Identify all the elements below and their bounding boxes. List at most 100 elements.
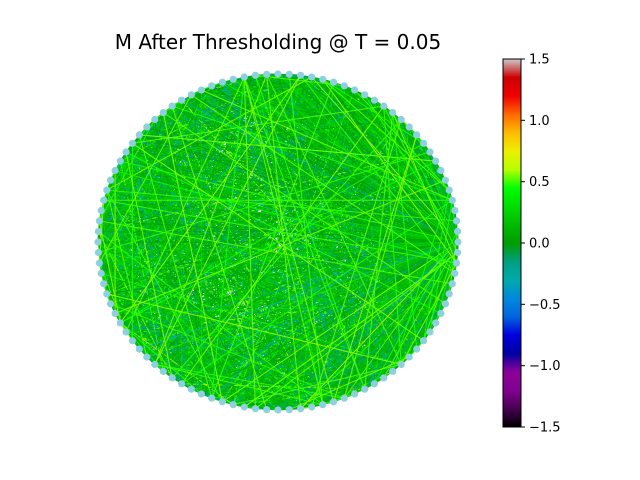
network-node xyxy=(454,248,462,257)
colorbar-tick-label: 1.0 xyxy=(529,114,550,129)
network-node xyxy=(100,196,108,204)
network-node xyxy=(151,360,159,369)
network-node xyxy=(426,328,434,336)
network-node xyxy=(135,345,143,353)
network-edge xyxy=(333,134,418,402)
network-edge xyxy=(243,76,324,405)
network-node xyxy=(107,176,115,184)
network-node xyxy=(297,405,305,413)
network-edge xyxy=(289,356,410,411)
network-edge xyxy=(163,241,459,372)
network-edge xyxy=(171,119,402,379)
network-node xyxy=(111,309,119,318)
network-edge xyxy=(125,151,173,379)
network-node xyxy=(274,406,282,414)
network-edge xyxy=(311,76,375,384)
network-node xyxy=(94,248,102,257)
network-edge xyxy=(120,160,459,243)
network-edge xyxy=(120,322,365,390)
network-node xyxy=(437,309,445,318)
network-node xyxy=(445,290,453,298)
network-edge xyxy=(311,76,459,243)
network-node xyxy=(389,367,397,375)
network-edge xyxy=(416,241,459,350)
network-edge xyxy=(211,82,335,399)
network-edge xyxy=(99,220,453,285)
network-edge xyxy=(201,89,459,243)
colorbar-tick-label: 0.5 xyxy=(529,175,550,190)
network-edge xyxy=(163,112,446,305)
colorbar-gradient xyxy=(503,59,521,427)
network-edge xyxy=(343,241,459,399)
network-edge xyxy=(103,283,164,372)
network-node xyxy=(97,269,105,278)
network-edge xyxy=(101,151,431,211)
network-edge xyxy=(106,189,223,403)
network-node xyxy=(100,280,108,288)
network-node xyxy=(251,405,259,413)
network-edge xyxy=(181,322,436,385)
network-edge xyxy=(322,79,459,243)
network-edge xyxy=(106,189,290,410)
network-edge xyxy=(364,94,459,243)
network-node xyxy=(308,403,316,411)
network-edge xyxy=(106,293,402,365)
network-edge xyxy=(172,105,453,201)
network-edge xyxy=(322,283,453,406)
network-edge xyxy=(383,241,459,379)
network-edge xyxy=(343,85,456,211)
network-edge xyxy=(162,112,223,402)
network-node xyxy=(413,345,421,353)
network-edge xyxy=(119,112,164,323)
network-node xyxy=(330,398,338,406)
network-edge xyxy=(100,210,121,323)
network-node xyxy=(441,176,449,184)
network-edge xyxy=(322,393,355,406)
network-node xyxy=(437,166,445,175)
network-node xyxy=(448,196,456,204)
network-edge xyxy=(146,126,334,403)
network-node xyxy=(361,385,369,393)
network-node xyxy=(116,319,124,327)
network-edge xyxy=(154,119,213,399)
network-node xyxy=(451,269,459,278)
network-edge xyxy=(125,151,459,243)
network-edge xyxy=(154,119,459,243)
network-node xyxy=(370,96,378,104)
network-edge xyxy=(163,81,334,114)
network-edge xyxy=(125,241,459,333)
network-edge xyxy=(232,78,459,243)
network-edge xyxy=(211,241,459,399)
network-edge xyxy=(163,112,459,243)
network-edge xyxy=(255,252,458,410)
network-edge xyxy=(154,89,202,365)
network-node xyxy=(251,71,259,79)
network-node xyxy=(97,206,105,215)
network-edge xyxy=(243,76,366,390)
network-edge xyxy=(154,364,323,406)
network-edge xyxy=(233,364,402,406)
network-node xyxy=(405,353,413,361)
network-node xyxy=(240,403,248,411)
network-edge xyxy=(288,73,459,243)
network-edge xyxy=(191,241,459,390)
network-node xyxy=(285,70,293,78)
network-edge xyxy=(243,76,335,402)
colorbar-ticks: 1.5 1.0 0.5 0.0 −0.5 −1.0 −1.5 xyxy=(521,53,561,436)
network-node xyxy=(330,78,338,86)
network-edge xyxy=(364,106,385,390)
colorbar-tick-label: −0.5 xyxy=(529,298,561,313)
network-edge xyxy=(139,241,459,350)
network-edge xyxy=(211,76,245,399)
network-node xyxy=(208,394,216,402)
network-edge xyxy=(125,76,245,333)
network-node xyxy=(263,406,271,414)
network-node xyxy=(340,82,348,90)
network-edge xyxy=(125,151,442,314)
network-edge xyxy=(98,231,324,406)
network-edge xyxy=(181,199,453,385)
network-edge xyxy=(106,189,148,358)
network-edge xyxy=(132,105,384,144)
network-node xyxy=(168,374,176,382)
network-edge xyxy=(132,142,424,342)
